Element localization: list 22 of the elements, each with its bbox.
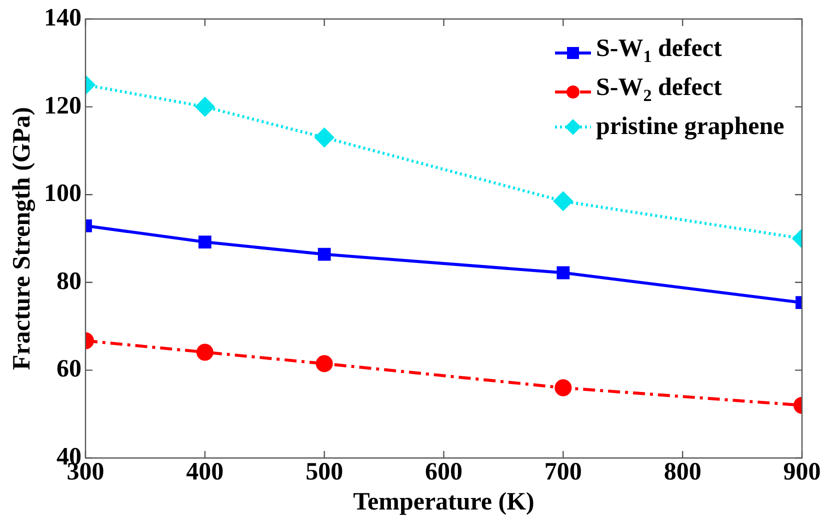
point [316, 355, 333, 372]
legend-label: S-W$_{1}$ defect [596, 34, 722, 68]
legend-label: S-W$_{2}$ defect [596, 73, 722, 107]
x-axis-title: Temperature (K) [353, 488, 534, 516]
y-tick-label: 140 [44, 4, 82, 32]
x-tick-label: 600 [425, 458, 462, 486]
y-tick-label: 100 [44, 180, 82, 208]
point [198, 236, 212, 248]
legend-label: pristine graphene [596, 112, 784, 142]
y-tick-label: 120 [44, 92, 82, 120]
point [196, 344, 214, 361]
x-tick-label: 500 [306, 458, 344, 486]
y-tick-label: 80 [56, 268, 82, 295]
point [195, 97, 214, 116]
x-tick-label: 700 [544, 458, 582, 486]
x-tick-label: 400 [186, 458, 224, 486]
x-tick-label: 800 [664, 458, 702, 486]
point [318, 248, 331, 261]
x-tick-label: 900 [783, 458, 821, 486]
point [314, 128, 334, 148]
y-tick-label: 60 [56, 356, 82, 383]
y-axis-title: Fracture Strength (GPa) [8, 107, 36, 370]
